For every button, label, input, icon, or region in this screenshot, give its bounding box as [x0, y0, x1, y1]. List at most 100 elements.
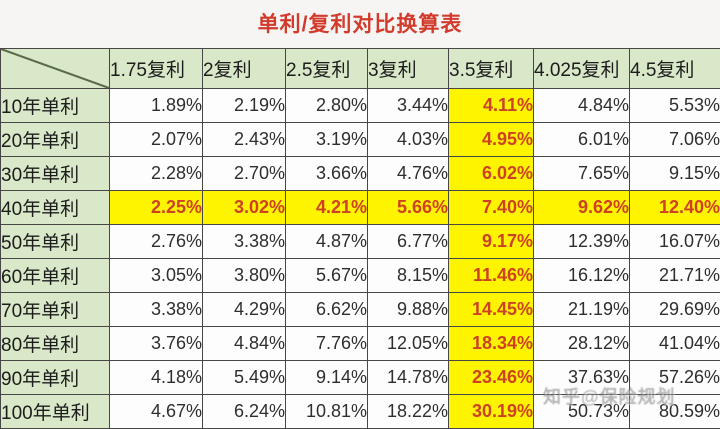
- value-cell: 2.28%: [109, 156, 203, 191]
- value-cell: 7.65%: [533, 156, 630, 191]
- value-cell: 3.02%: [202, 190, 286, 225]
- value-cell: 2.19%: [202, 88, 286, 123]
- value-cell: 5.49%: [202, 360, 286, 395]
- value-cell: 7.40%: [448, 190, 534, 225]
- value-cell: 6.01%: [533, 122, 630, 157]
- value-cell: 41.04%: [629, 326, 720, 361]
- value-cell: 3.38%: [109, 292, 203, 327]
- value-cell: 6.02%: [448, 156, 534, 191]
- value-cell: 2.76%: [109, 224, 203, 259]
- value-cell: 6.62%: [285, 292, 368, 327]
- table-row: 40年单利 2.25% 3.02% 4.21% 5.66% 7.40% 9.62% 12.40…: [0, 190, 720, 225]
- value-cell: 29.69%: [629, 292, 720, 327]
- value-cell: 9.15%: [629, 156, 720, 191]
- value-cell: 6.24%: [202, 394, 286, 429]
- value-cell: 3.80%: [202, 258, 286, 293]
- value-cell: 9.88%: [367, 292, 449, 327]
- value-cell: 4.95%: [448, 122, 534, 157]
- value-cell: 2.07%: [109, 122, 203, 157]
- value-cell: 12.40%: [629, 190, 720, 225]
- table-header-row: 1.75复利 2复利 2.5复利 3复利 3.5复利 4.025复利 4.5复利: [0, 48, 720, 89]
- value-cell: 28.12%: [533, 326, 630, 361]
- value-cell: 5.53%: [629, 88, 720, 123]
- value-cell: 21.19%: [533, 292, 630, 327]
- corner-diagonal-cell: [0, 48, 110, 89]
- table-row: 60年单利 3.05% 3.80% 5.67% 8.15% 11.46% 16.12% 21.…: [0, 258, 720, 293]
- value-cell: 2.70%: [202, 156, 286, 191]
- value-cell: 4.67%: [109, 394, 203, 429]
- value-cell: 18.34%: [448, 326, 534, 361]
- row-label: 70年单利: [0, 292, 110, 327]
- value-cell: 18.22%: [367, 394, 449, 429]
- value-cell: 4.76%: [367, 156, 449, 191]
- table-row: 10年单利 1.89% 2.19% 2.80% 3.44% 4.11% 4.84% 5.53%: [0, 88, 720, 123]
- row-label: 100年单利: [0, 394, 110, 429]
- value-cell: 16.07%: [629, 224, 720, 259]
- column-header: 2复利: [202, 48, 286, 89]
- value-cell: 3.66%: [285, 156, 368, 191]
- value-cell: 5.67%: [285, 258, 368, 293]
- value-cell: 6.77%: [367, 224, 449, 259]
- value-cell: 4.87%: [285, 224, 368, 259]
- value-cell: 37.63%: [533, 360, 630, 395]
- value-cell: 23.46%: [448, 360, 534, 395]
- row-label: 20年单利: [0, 122, 110, 157]
- value-cell: 4.18%: [109, 360, 203, 395]
- column-header: 3复利: [367, 48, 449, 89]
- table-row: 50年单利 2.76% 3.38% 4.87% 6.77% 9.17% 12.39% 16.0…: [0, 224, 720, 259]
- value-cell: 3.19%: [285, 122, 368, 157]
- table-row: 80年单利 3.76% 4.84% 7.76% 12.05% 18.34% 28.12% 41…: [0, 326, 720, 361]
- value-cell: 14.45%: [448, 292, 534, 327]
- column-header: 1.75复利: [109, 48, 203, 89]
- value-cell: 3.76%: [109, 326, 203, 361]
- value-cell: 9.17%: [448, 224, 534, 259]
- row-label: 30年单利: [0, 156, 110, 191]
- value-cell: 80.59%: [629, 394, 720, 429]
- value-cell: 4.11%: [448, 88, 534, 123]
- value-cell: 4.21%: [285, 190, 368, 225]
- value-cell: 4.03%: [367, 122, 449, 157]
- value-cell: 14.78%: [367, 360, 449, 395]
- value-cell: 7.76%: [285, 326, 368, 361]
- value-cell: 12.39%: [533, 224, 630, 259]
- value-cell: 4.84%: [533, 88, 630, 123]
- value-cell: 2.80%: [285, 88, 368, 123]
- value-cell: 21.71%: [629, 258, 720, 293]
- value-cell: 3.44%: [367, 88, 449, 123]
- diagonal-line-icon: [1, 49, 109, 88]
- page-title: 单利/复利对比换算表: [257, 13, 463, 36]
- value-cell: 2.25%: [109, 190, 203, 225]
- value-cell: 7.06%: [629, 122, 720, 157]
- value-cell: 50.73%: [533, 394, 630, 429]
- value-cell: 3.38%: [202, 224, 286, 259]
- value-cell: 10.81%: [285, 394, 368, 429]
- table-body: 10年单利 1.89% 2.19% 2.80% 3.44% 4.11% 4.84% 5.53%…: [0, 88, 720, 429]
- column-header: 4.5复利: [629, 48, 720, 89]
- column-header: 3.5复利: [448, 48, 534, 89]
- table-row: 20年单利 2.07% 2.43% 3.19% 4.03% 4.95% 6.01% 7.06%: [0, 122, 720, 157]
- value-cell: 9.62%: [533, 190, 630, 225]
- table-row: 30年单利 2.28% 2.70% 3.66% 4.76% 6.02% 7.65% 9.15%: [0, 156, 720, 191]
- table-row: 70年单利 3.38% 4.29% 6.62% 9.88% 14.45% 21.19% 29.…: [0, 292, 720, 327]
- interest-comparison-table: 1.75复利 2复利 2.5复利 3复利 3.5复利 4.025复利 4.5复利…: [0, 48, 720, 429]
- value-cell: 12.05%: [367, 326, 449, 361]
- value-cell: 4.84%: [202, 326, 286, 361]
- value-cell: 11.46%: [448, 258, 534, 293]
- row-label: 80年单利: [0, 326, 110, 361]
- table-row: 90年单利 4.18% 5.49% 9.14% 14.78% 23.46% 37.63% 57…: [0, 360, 720, 395]
- row-label: 40年单利: [0, 190, 110, 225]
- value-cell: 57.26%: [629, 360, 720, 395]
- value-cell: 16.12%: [533, 258, 630, 293]
- row-label: 90年单利: [0, 360, 110, 395]
- value-cell: 8.15%: [367, 258, 449, 293]
- row-label: 10年单利: [0, 88, 110, 123]
- value-cell: 9.14%: [285, 360, 368, 395]
- value-cell: 2.43%: [202, 122, 286, 157]
- value-cell: 30.19%: [448, 394, 534, 429]
- column-header: 2.5复利: [285, 48, 368, 89]
- table-row: 100年单利 4.67% 6.24% 10.81% 18.22% 30.19% 50.73%…: [0, 394, 720, 429]
- value-cell: 5.66%: [367, 190, 449, 225]
- value-cell: 4.29%: [202, 292, 286, 327]
- row-label: 50年单利: [0, 224, 110, 259]
